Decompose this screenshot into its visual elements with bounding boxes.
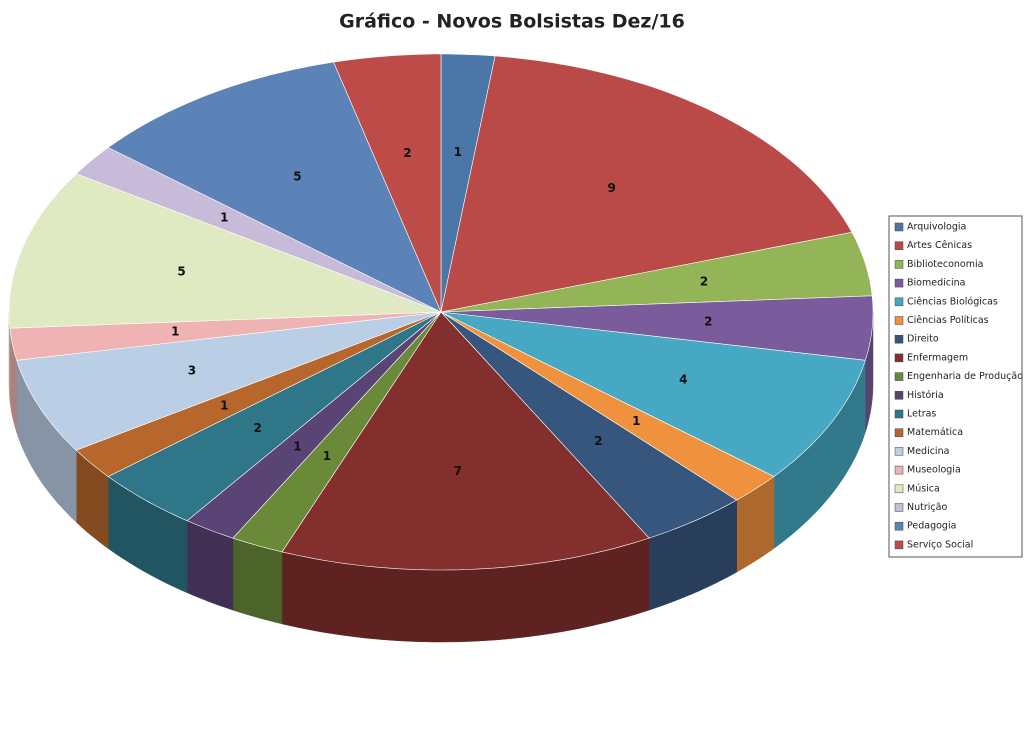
pie-slice <box>440 55 853 313</box>
legend-swatch <box>894 484 904 494</box>
legend-label: História <box>907 390 944 401</box>
data-label: 2 <box>700 275 708 289</box>
legend-label: Pedagogia <box>907 521 956 532</box>
data-label: 1 <box>220 399 228 413</box>
data-label: 7 <box>454 464 462 478</box>
pie-side <box>232 537 283 625</box>
data-label: 5 <box>293 169 301 183</box>
data-label: 2 <box>594 434 602 448</box>
legend-label: Enfermagem <box>907 352 968 363</box>
legend-swatch <box>894 372 904 381</box>
pie-slice <box>232 311 442 553</box>
legend-label: Engenharia de Produção <box>907 371 1023 382</box>
legend-swatch <box>894 521 904 531</box>
pie-slice <box>75 147 442 313</box>
legend-label: Música <box>907 483 940 494</box>
legend-swatch <box>894 409 904 419</box>
data-label: 1 <box>171 325 179 339</box>
legend-label: Biomedicina <box>907 278 965 289</box>
legend-swatch <box>894 222 904 232</box>
data-label: 1 <box>293 440 301 454</box>
legend-swatch <box>894 278 904 288</box>
data-label: 2 <box>403 146 411 160</box>
data-label: 1 <box>220 210 228 224</box>
legend-label: Biblioteconomia <box>907 259 983 270</box>
pie-slice <box>9 311 442 361</box>
legend-label: Letras <box>907 409 936 420</box>
pie-slice <box>440 311 738 539</box>
pie-slice <box>16 311 442 451</box>
pie-slice <box>440 311 866 477</box>
legend-swatch <box>894 428 904 437</box>
legend-label: Medicina <box>907 446 949 457</box>
legend-label: Artes Cênicas <box>907 240 972 251</box>
legend-swatch <box>894 540 904 550</box>
legend-label: Arquivologia <box>907 222 966 233</box>
pie-slice <box>107 61 442 313</box>
pie-slice <box>107 311 442 522</box>
chart-title: Gráfico - Novos Bolsistas Dez/16 <box>339 11 685 33</box>
pie-slice <box>440 295 874 361</box>
legend-swatch <box>894 241 904 250</box>
legend-label: Nutrição <box>907 502 947 513</box>
data-label: 3 <box>188 363 196 377</box>
data-label: 1 <box>632 414 640 428</box>
legend-box <box>888 215 1023 558</box>
legend-swatch <box>894 447 904 456</box>
legend-label: Matemática <box>907 427 963 438</box>
legend-swatch <box>894 391 904 400</box>
pie-slice <box>440 311 775 501</box>
legend-swatch <box>894 353 904 363</box>
legend-swatch <box>894 316 904 325</box>
data-label: 9 <box>608 181 616 195</box>
data-label: 1 <box>323 449 331 463</box>
pie-slice <box>75 311 442 477</box>
pie-slice <box>281 311 650 571</box>
legend-label: Serviço Social <box>907 539 973 550</box>
legend-swatch <box>894 260 904 269</box>
legend-label: Ciências Políticas <box>907 315 989 326</box>
pie-slice <box>8 173 442 329</box>
legend-swatch <box>894 465 904 475</box>
data-label: 5 <box>177 265 185 279</box>
legend-label: Museologia <box>907 465 961 476</box>
pie-slice <box>186 311 442 539</box>
legend-swatch <box>894 503 904 512</box>
data-label: 2 <box>253 421 261 435</box>
legend-swatch <box>894 297 904 307</box>
legend-label: Direito <box>907 334 939 345</box>
legend-label: Ciências Biológicas <box>907 296 998 307</box>
legend-swatch <box>894 334 904 344</box>
pie-slice <box>440 231 873 313</box>
data-label: 2 <box>704 315 712 329</box>
data-label: 1 <box>454 145 462 159</box>
data-label: 4 <box>679 373 687 387</box>
pie-slice <box>333 53 442 313</box>
